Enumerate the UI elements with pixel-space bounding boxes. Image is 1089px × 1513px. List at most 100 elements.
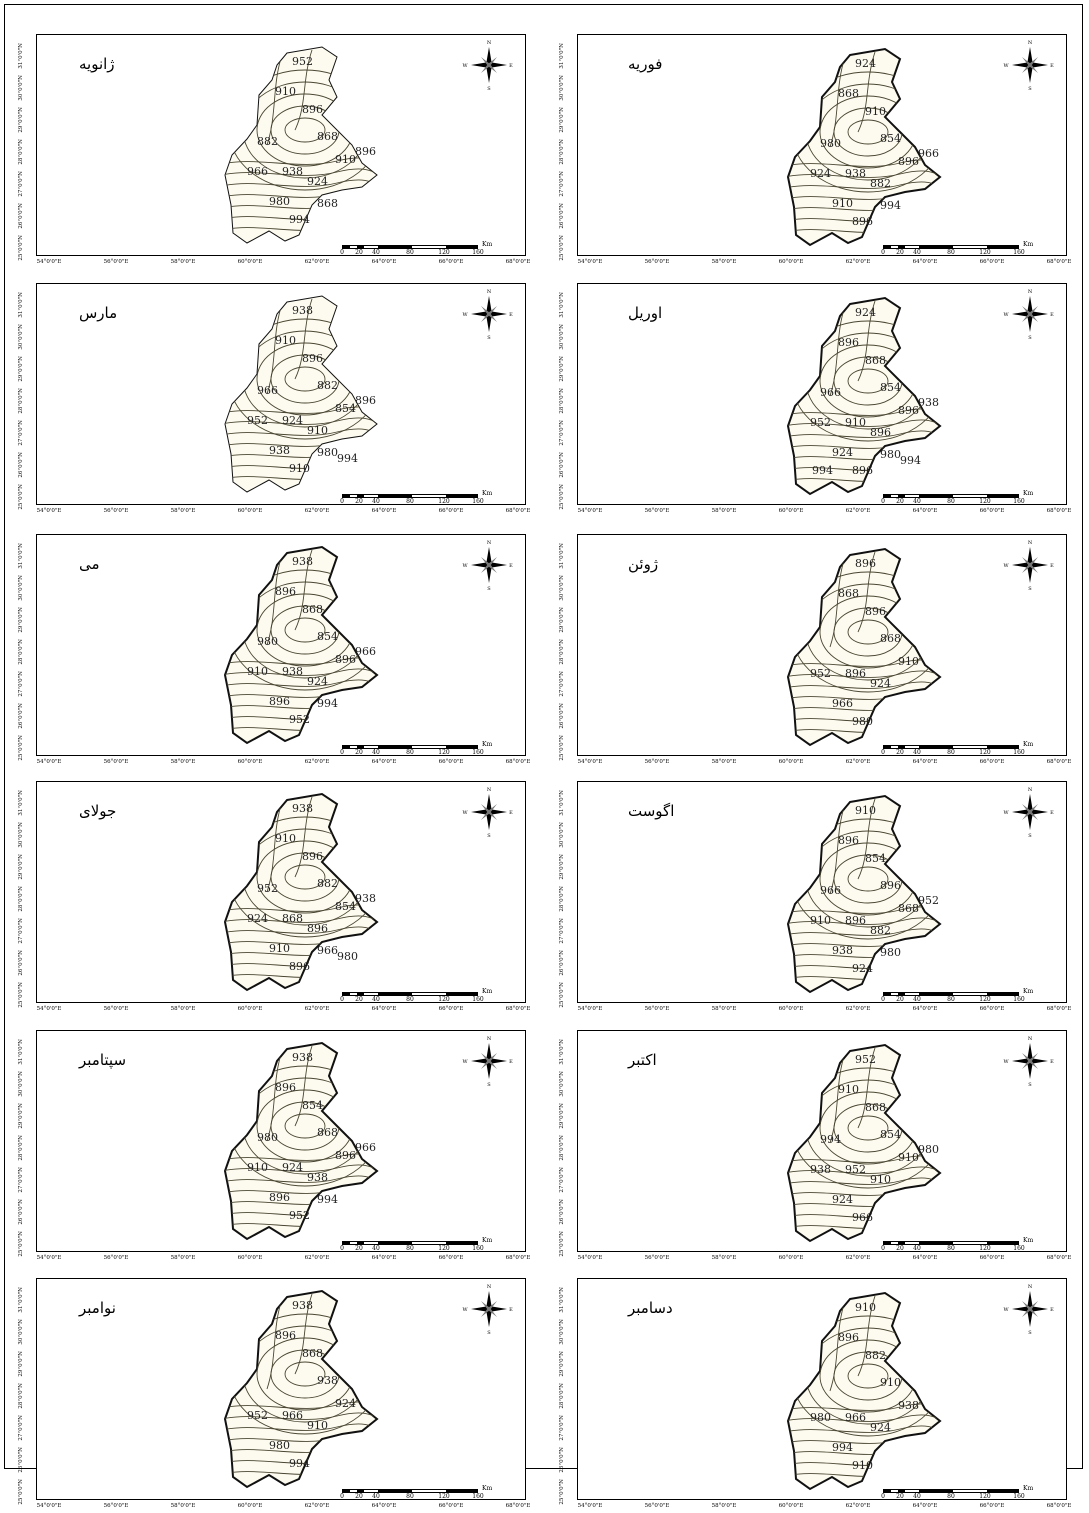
- scale-tick-label: 40: [913, 1493, 921, 1500]
- scale-tick-label: 120: [438, 996, 450, 1003]
- contour-value-label: 952: [292, 55, 313, 68]
- svg-text:W: W: [462, 810, 468, 816]
- scale-tick-label: 80: [947, 1245, 955, 1252]
- longitude-label: 62°0'0"E: [845, 1503, 871, 1509]
- latitude-label: 26°0'0"N: [559, 1447, 565, 1473]
- province-boundary: [223, 1041, 379, 1241]
- contour-value-label: 882: [317, 877, 338, 890]
- longitude-label: 54°0'0"E: [577, 1255, 603, 1261]
- contour-value-label: 924: [870, 1421, 891, 1434]
- scale-tick-label: 160: [1013, 1493, 1025, 1500]
- contour-value-label: 938: [282, 665, 303, 678]
- longitude-label: 60°0'0"E: [778, 259, 804, 265]
- latitude-label: 28°0'0"N: [18, 1135, 24, 1161]
- province-boundary: [786, 47, 942, 247]
- month-title: سپتامبر: [79, 1051, 127, 1069]
- longitude-label: 60°0'0"E: [778, 1006, 804, 1012]
- longitude-label: 60°0'0"E: [237, 1503, 263, 1509]
- contour-value-label: 924: [335, 1397, 356, 1410]
- longitude-label: 60°0'0"E: [237, 759, 263, 765]
- latitude-label: 29°0'0"N: [559, 356, 565, 382]
- longitude-labels: 54°0'0"E 56°0'0"E 58°0'0"E 60°0'0"E 62°0'0"E…: [578, 1503, 1072, 1513]
- svg-text:S: S: [487, 833, 491, 839]
- latitude-label: 26°0'0"N: [18, 1199, 24, 1225]
- contour-value-label: 994: [289, 1457, 310, 1470]
- contour-value-label: 980: [880, 448, 901, 461]
- latitude-label: 26°0'0"N: [18, 1447, 24, 1473]
- scale-tick-label: 120: [979, 1245, 991, 1252]
- latitude-label: 30°0'0"N: [18, 1071, 24, 1097]
- scale-tick-label: 120: [438, 749, 450, 756]
- isoline-map: 910 896 854 896 868 882 896 910 938 924 952 966 980 N…: [786, 787, 1054, 996]
- svg-text:W: W: [462, 312, 468, 318]
- contour-value-label: 924: [282, 1161, 303, 1174]
- longitude-label: 62°0'0"E: [304, 1503, 330, 1509]
- longitude-label: 58°0'0"E: [170, 1503, 196, 1509]
- contour-value-label: 966: [820, 386, 841, 399]
- contour-value-label: 868: [302, 1347, 323, 1360]
- contour-value-label: 882: [870, 924, 891, 937]
- latitude-label: 25°0'0"N: [559, 484, 565, 510]
- contour-value-label: 952: [289, 1209, 310, 1222]
- latitude-label: 29°0'0"N: [559, 1351, 565, 1377]
- contour-value-label: 952: [247, 1409, 268, 1422]
- svg-text:S: S: [1028, 1082, 1032, 1088]
- longitude-label: 54°0'0"E: [577, 759, 603, 765]
- north-arrow-icon: N E S W: [462, 1284, 513, 1336]
- contour-value-label: 980: [337, 950, 358, 963]
- svg-text:E: E: [1050, 63, 1054, 69]
- contour-value-label: 952: [810, 416, 831, 429]
- contour-value-label: 924: [247, 912, 268, 925]
- longitude-label: 68°0'0"E: [1046, 759, 1072, 765]
- province-boundary: [786, 296, 942, 496]
- latitude-label: 25°0'0"N: [559, 1231, 565, 1257]
- latitude-label: 30°0'0"N: [18, 1319, 24, 1345]
- scale-tick-label: 20: [896, 498, 904, 505]
- latitude-label: 31°0'0"N: [18, 543, 24, 569]
- latitude-labels: 31°0'0"N 30°0'0"N 29°0'0"N 28°0'0"N 27°0'0"N…: [559, 535, 573, 761]
- svg-text:W: W: [1003, 63, 1009, 69]
- longitude-label: 68°0'0"E: [505, 1006, 531, 1012]
- longitude-label: 64°0'0"E: [912, 259, 938, 265]
- latitude-label: 29°0'0"N: [559, 1103, 565, 1129]
- scale-bar: [342, 245, 478, 249]
- month-map-12: 910 896 882 910 938 924 966 980 994 910 N E S W دسامبر…: [559, 1278, 1071, 1509]
- longitude-labels: 54°0'0"E 56°0'0"E 58°0'0"E 60°0'0"E 62°0'0"E…: [577, 759, 1072, 769]
- latitude-label: 31°0'0"N: [18, 43, 24, 69]
- scale-tick-label: 160: [1013, 498, 1025, 505]
- scale-tick-label: 80: [947, 249, 955, 256]
- scale-tick-label: 0: [881, 1493, 885, 1500]
- svg-text:N: N: [487, 787, 492, 793]
- contour-value-label: 910: [269, 942, 290, 955]
- month-title: نوامبر: [79, 1299, 116, 1317]
- contour-value-label: 966: [247, 165, 268, 178]
- scale-tick-label: 40: [372, 1493, 380, 1500]
- scale-tick-label: 40: [913, 996, 921, 1003]
- contour-value-label: 994: [832, 1441, 853, 1454]
- north-arrow-icon: N E S W: [462, 540, 513, 592]
- latitude-label: 29°0'0"N: [18, 1103, 24, 1129]
- longitude-label: 56°0'0"E: [644, 1503, 670, 1509]
- scale-unit: Km: [1023, 1237, 1034, 1244]
- north-arrow-icon: N E S W: [1003, 1036, 1054, 1088]
- contour-value-label: 952: [247, 414, 268, 427]
- contour-value-label: 868: [865, 354, 886, 367]
- latitude-label: 29°0'0"N: [18, 1351, 24, 1377]
- contour-value-label: 980: [269, 195, 290, 208]
- scale-tick-label: 0: [881, 498, 885, 505]
- longitude-label: 64°0'0"E: [371, 508, 397, 514]
- latitude-label: 26°0'0"N: [18, 452, 24, 478]
- longitude-label: 66°0'0"E: [979, 1006, 1005, 1012]
- contour-value-label: 896: [269, 695, 290, 708]
- latitude-labels: 31°0'0"N 30°0'0"N 29°0'0"N 28°0'0"N 27°0'0"N…: [559, 1279, 573, 1505]
- latitude-label: 28°0'0"N: [559, 388, 565, 414]
- svg-text:W: W: [1003, 312, 1009, 318]
- longitude-label: 66°0'0"E: [979, 1255, 1005, 1261]
- north-arrow-icon: N E S W: [462, 40, 513, 92]
- province-boundary: [224, 46, 378, 244]
- latitude-label: 28°0'0"N: [559, 139, 565, 165]
- contour-value-label: 896: [335, 1149, 356, 1162]
- scale-tick-label: 80: [947, 1493, 955, 1500]
- scale-unit: Km: [482, 1485, 493, 1492]
- contour-value-label: 952: [257, 882, 278, 895]
